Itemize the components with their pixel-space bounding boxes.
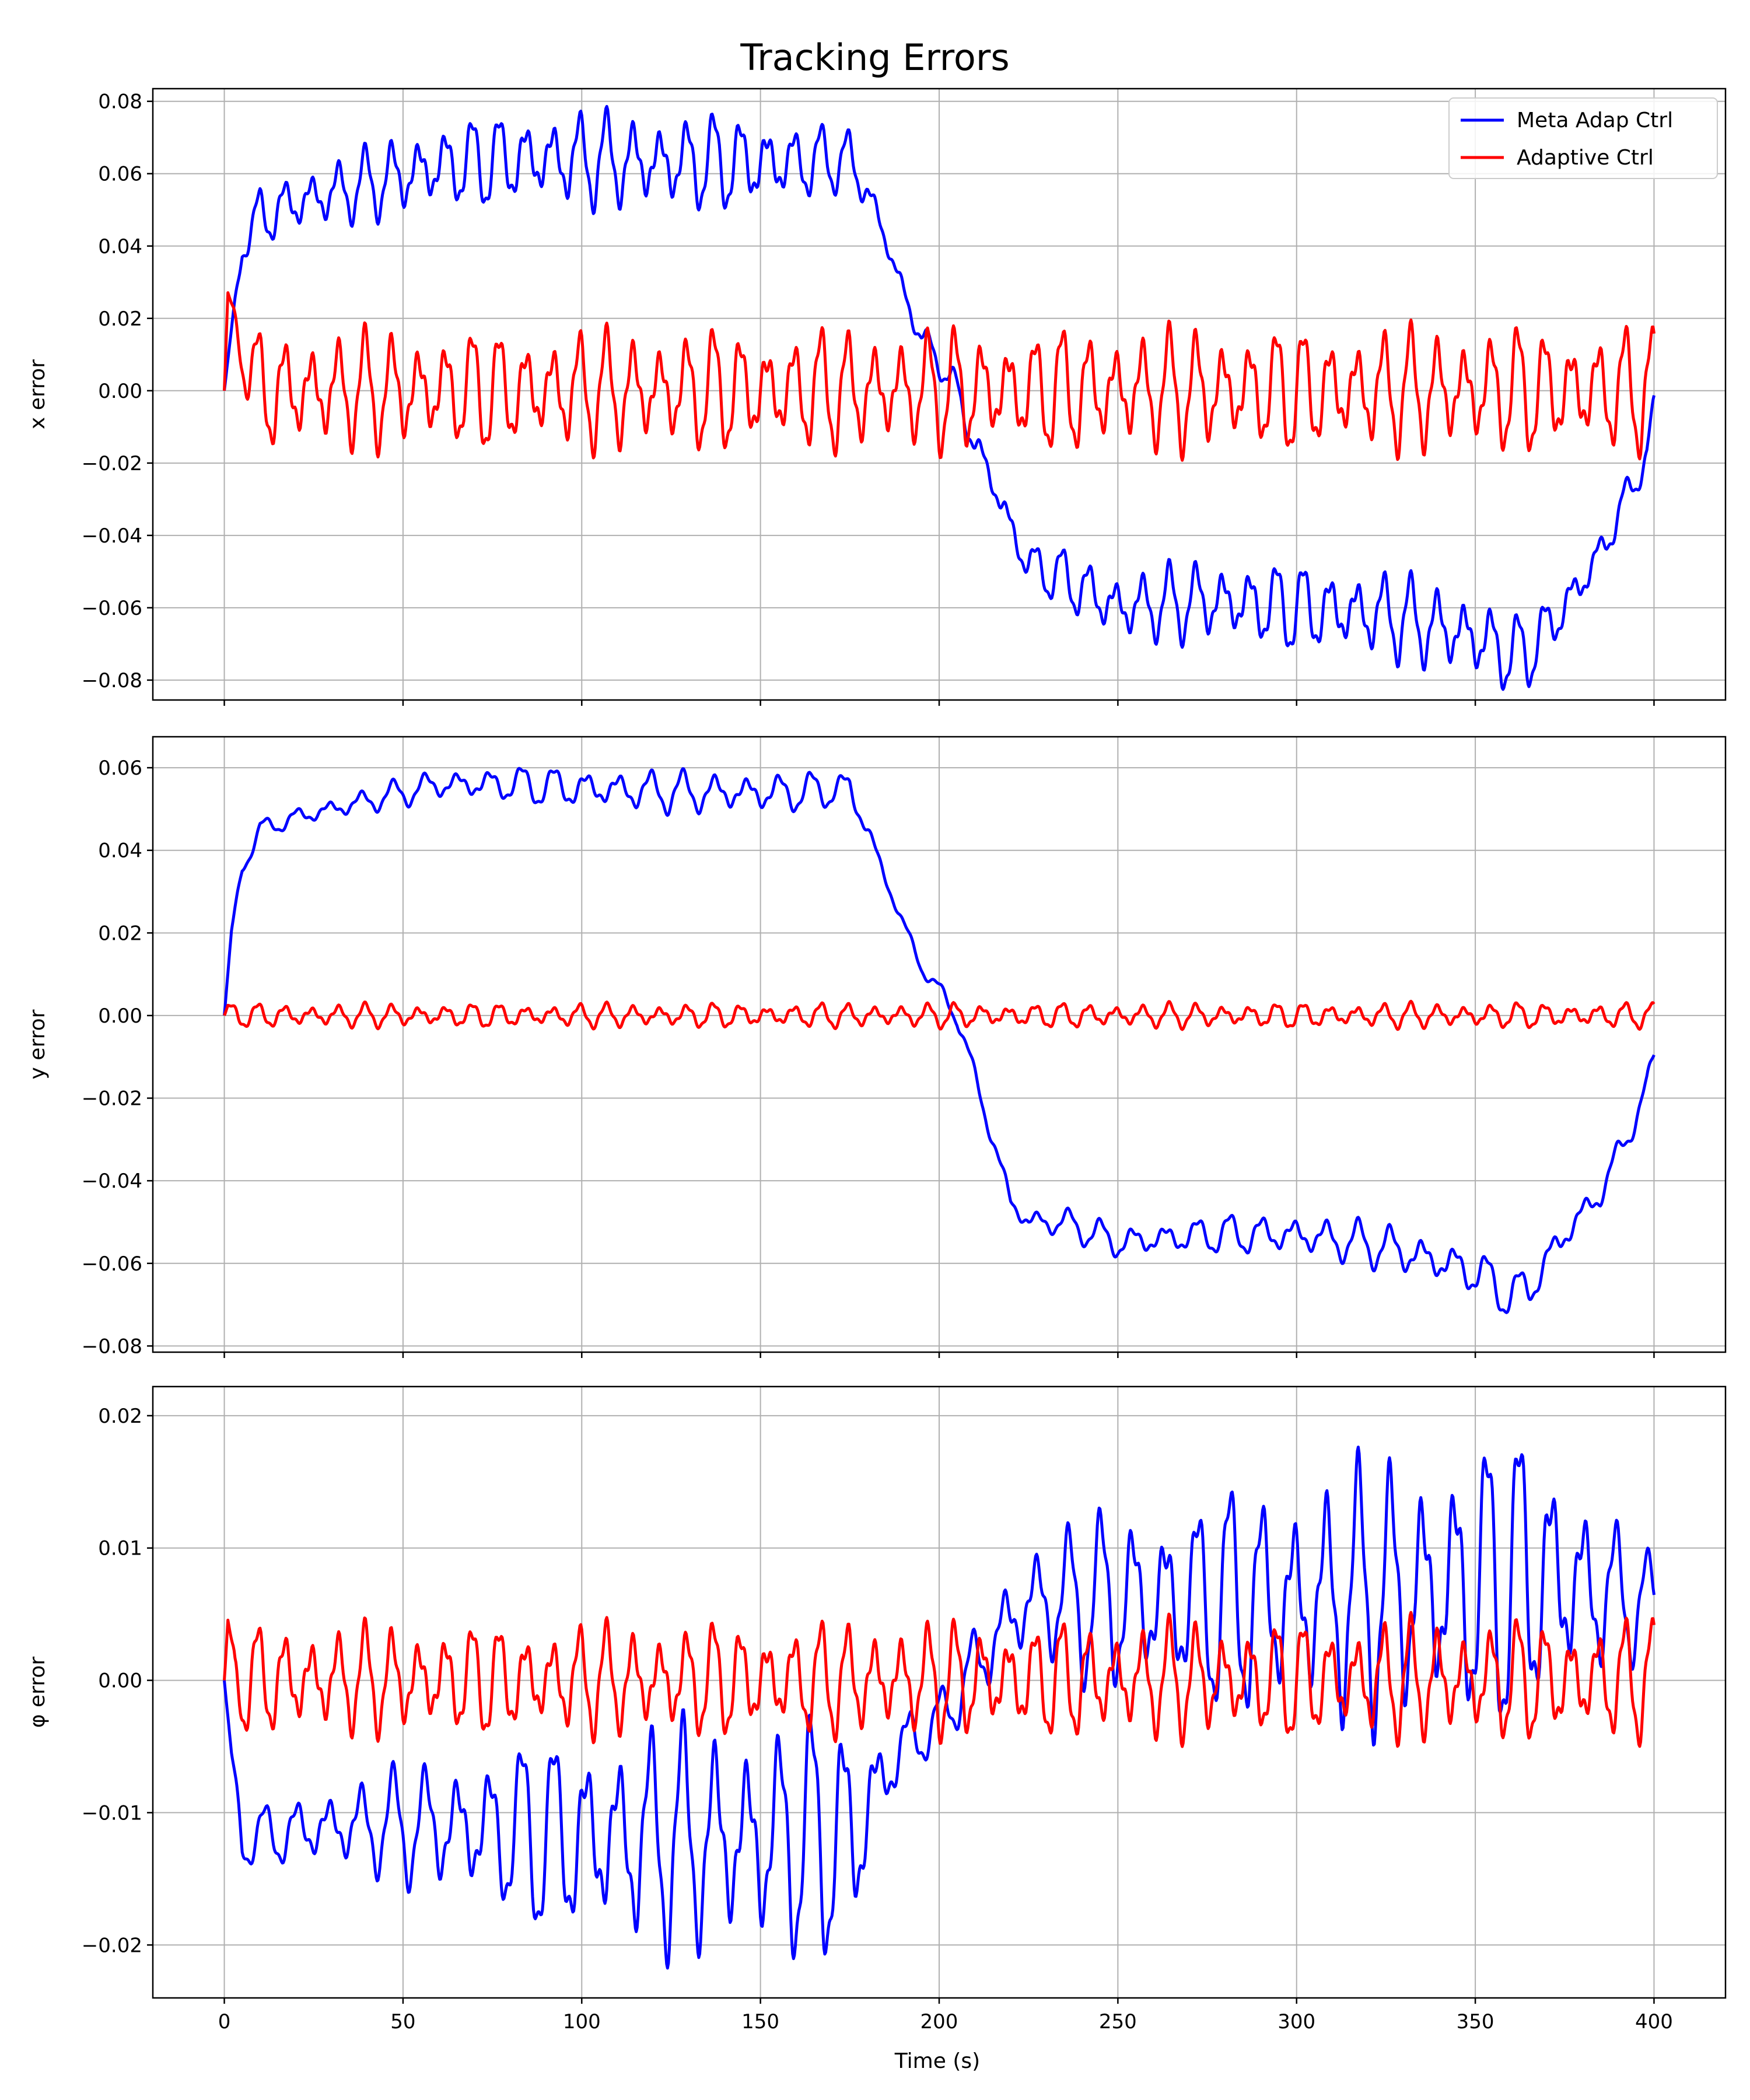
series-line-adaptive-ctrl <box>223 291 1656 462</box>
y-tick-label: 0.01 <box>98 1537 142 1560</box>
y-tick-label: 0.02 <box>98 1405 142 1428</box>
y-tick-label: 0.04 <box>98 235 142 258</box>
x-tick-label: 250 <box>1099 2010 1137 2034</box>
y-axis-label: y error <box>26 1009 50 1079</box>
legend-label: Meta Adap Ctrl <box>1517 108 1673 132</box>
y-tick-label: 0.00 <box>98 1005 142 1028</box>
y-tick-label: 0.02 <box>98 307 142 331</box>
y-tick-label: −0.02 <box>82 1087 142 1111</box>
x-tick-label: 50 <box>390 2010 415 2034</box>
y-tick-label: −0.01 <box>82 1801 142 1825</box>
y-tick-label: 0.04 <box>98 839 142 863</box>
y-tick-label: 0.00 <box>98 380 142 403</box>
y-tick-label: −0.04 <box>82 1170 142 1193</box>
subplot-1: −0.08 −0.06 −0.04 −0.02 0.00 0.02 0.04 0.06 0.08… <box>26 88 1727 706</box>
subplot-3: −0.02 −0.01 0.00 0.01 0.02 0 50 100 150 200 250 300… <box>26 1385 1727 2034</box>
y-tick-label: 0.06 <box>98 163 142 186</box>
x-axis-label: Time (s) <box>894 2049 980 2073</box>
series-line-meta-adap-ctrl <box>223 104 1656 691</box>
x-tick-label: 0 <box>218 2010 231 2034</box>
y-axis-label: φ error <box>26 1657 50 1728</box>
y-tick-label: −0.08 <box>82 1335 142 1358</box>
series-line-meta-adap-ctrl <box>223 766 1656 1314</box>
y-axis-label: x error <box>26 359 50 429</box>
x-tick-label: 400 <box>1635 2010 1673 2034</box>
y-tick-label: −0.02 <box>82 1934 142 1957</box>
legend-item-meta-adap-ctrl: Meta Adap Ctrl <box>1461 108 1673 132</box>
y-tick-label: −0.04 <box>82 524 142 548</box>
series-line-adaptive-ctrl <box>223 1611 1656 1748</box>
subplot-2: −0.08 −0.06 −0.04 −0.02 0.00 0.02 0.04 0.06 y er… <box>26 736 1727 1358</box>
y-tick-label: 0.00 <box>98 1670 142 1693</box>
y-tick-label: −0.08 <box>82 669 142 692</box>
x-tick-label: 100 <box>563 2010 601 2034</box>
series-line-meta-adap-ctrl <box>223 1446 1656 1970</box>
legend-label: Adaptive Ctrl <box>1517 146 1654 170</box>
series-line-adaptive-ctrl <box>223 1000 1656 1031</box>
x-tick-label: 300 <box>1278 2010 1315 2034</box>
y-tick-label: −0.06 <box>82 597 142 620</box>
y-tick-label: 0.08 <box>98 90 142 114</box>
legend-item-adaptive-ctrl: Adaptive Ctrl <box>1461 146 1654 170</box>
subplots: −0.08 −0.06 −0.04 −0.02 0.00 0.02 0.04 0.06 0.08… <box>26 88 1727 2034</box>
x-tick-label: 350 <box>1457 2010 1494 2034</box>
y-tick-label: 0.06 <box>98 757 142 780</box>
y-tick-label: −0.02 <box>82 452 142 475</box>
x-tick-label: 150 <box>741 2010 779 2034</box>
figure-title: Tracking Errors <box>740 36 1009 79</box>
x-tick-label: 200 <box>921 2010 958 2034</box>
legend: Meta Adap Ctrl Adaptive Ctrl <box>1448 97 1718 179</box>
legend-box <box>1448 97 1718 179</box>
y-tick-label: 0.02 <box>98 922 142 945</box>
y-tick-label: −0.06 <box>82 1252 142 1276</box>
